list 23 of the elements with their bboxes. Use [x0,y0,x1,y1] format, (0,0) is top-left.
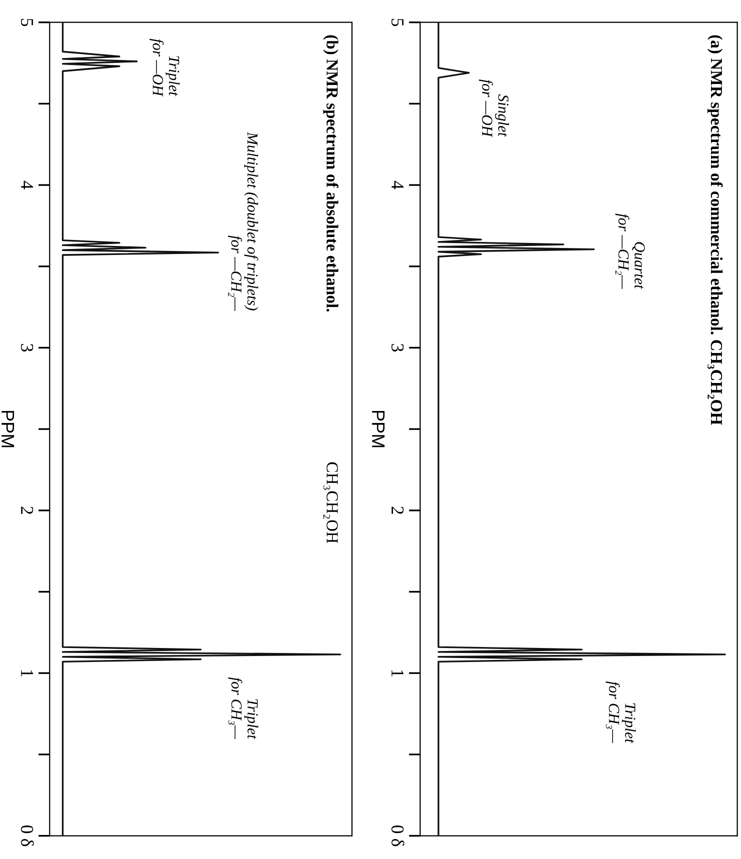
y-tick-label: 1 [21,670,34,677]
annotation: Quartet for —CH₂— [615,214,645,290]
text: (b) NMR spectrum of absolute ethanol. [323,35,338,312]
annotation: Triplet for CH₃— [606,681,636,744]
y-tick-label: 0 δ [20,825,34,846]
y-tick-label: 4 [392,180,404,190]
annotation: Triplet for CH₃— [228,677,258,740]
annotation: Singlet for —OH [478,79,509,138]
annotation: Triplet for —OH [150,38,180,97]
y-tick-label: 3 [391,344,404,352]
y-tick-label: 2 [392,506,404,514]
y-tick-label: 1 [392,670,404,677]
y-axis-title: PPM [372,410,385,448]
annotation: Multiplet (doublet of triplets) for —CH₂— [228,132,258,311]
text: CH₃CH₂OH [323,462,338,544]
y-tick-label: 3 [20,344,34,352]
y-axis-title: PPM [2,410,14,448]
y-tick-label: 4 [21,180,34,190]
y-tick-label: 5 [391,18,404,26]
y-tick-label: 0 δ [391,825,404,846]
y-tick-label: 5 [20,18,33,26]
text: (a) NMR spectrum of commercial ethanol. CH₃CH₂OH [707,35,723,425]
y-tick-label: 2 [21,506,34,514]
